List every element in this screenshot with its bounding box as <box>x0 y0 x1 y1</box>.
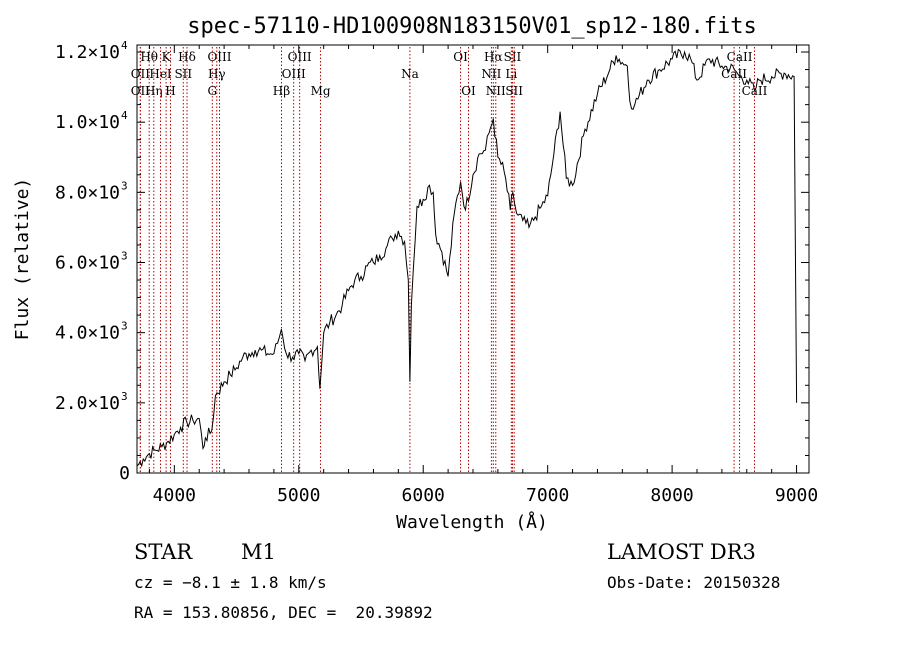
x-tick-label: 7000 <box>526 485 569 506</box>
line-label-4: HeI <box>149 67 172 81</box>
y-tick-exponent: 4 <box>121 39 128 52</box>
y-tick-exponent: 3 <box>121 250 128 263</box>
observation-date: Obs-Date: 20150328 <box>607 573 781 592</box>
line-label-8: Hδ <box>178 50 196 64</box>
x-tick-label: 8000 <box>650 485 693 506</box>
line-label-1: OII <box>131 67 151 81</box>
line-label-5: K <box>162 50 172 64</box>
y-tick-exponent: 3 <box>121 390 128 403</box>
chart-title: spec-57110-HD100908N183150V01_sp12-180.f… <box>187 14 757 39</box>
line-label-14: OIII <box>282 67 306 81</box>
survey-name: LAMOST DR3 <box>607 540 756 564</box>
x-tick-label: 5000 <box>277 485 320 506</box>
line-label-17: OI <box>453 50 468 64</box>
y-tick-label: 1.2×10 <box>55 42 120 63</box>
y-tick-label: 6.0×10 <box>55 253 120 274</box>
line-label-22: SII <box>504 50 522 64</box>
line-label-3: Hη <box>145 84 163 98</box>
plot-frame <box>136 44 810 474</box>
object-class: STAR <box>134 540 193 564</box>
line-label-10: Hγ <box>208 67 226 81</box>
line-label-6: H <box>165 84 175 98</box>
x-tick-label: 4000 <box>153 485 196 506</box>
line-label-25: CaII <box>727 50 753 64</box>
y-tick-label: 0 <box>119 463 130 484</box>
object-subclass: M1 <box>241 540 276 564</box>
line-label-16: Na <box>401 67 419 81</box>
line-label-19: Hα <box>484 50 503 64</box>
y-tick-exponent: 4 <box>121 109 128 122</box>
line-label-23: Li <box>505 67 517 81</box>
y-tick-exponent: 3 <box>121 179 128 192</box>
line-label-13: OIII <box>288 50 312 64</box>
spectrum-chart: spec-57110-HD100908N183150V01_sp12-180.f… <box>12 14 818 533</box>
line-label-15: Mg <box>311 84 331 98</box>
x-axis-label: Wavelength (Å) <box>396 511 548 533</box>
x-tick-label: 6000 <box>402 485 445 506</box>
spectrum-series <box>136 48 798 468</box>
y-tick-label: 8.0×10 <box>55 182 120 203</box>
y-tick-label: 4.0×10 <box>55 323 120 344</box>
line-label-21: NII <box>486 84 506 98</box>
y-tick-exponent: 3 <box>121 320 128 333</box>
line-label-7: SII <box>174 67 192 81</box>
line-label-0: Hθ <box>140 50 158 64</box>
line-label-12: Hβ <box>273 84 290 98</box>
line-label-9: OIII <box>207 50 231 64</box>
y-tick-label: 2.0×10 <box>55 393 120 414</box>
line-label-18: OI <box>461 84 476 98</box>
coordinates: RA = 153.80856, DEC = 20.39892 <box>134 603 433 622</box>
line-label-2: OII <box>131 84 151 98</box>
line-label-11: G <box>207 84 217 98</box>
y-axis-label: Flux (relative) <box>12 178 33 341</box>
line-label-20: NII <box>481 67 501 81</box>
line-label-24: SII <box>505 84 523 98</box>
x-tick-label: 9000 <box>775 485 818 506</box>
redshift-velocity: cz = −8.1 ± 1.8 km/s <box>134 573 327 592</box>
y-tick-label: 1.0×10 <box>55 112 120 133</box>
